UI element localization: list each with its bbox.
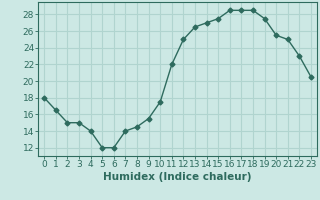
- X-axis label: Humidex (Indice chaleur): Humidex (Indice chaleur): [103, 172, 252, 182]
